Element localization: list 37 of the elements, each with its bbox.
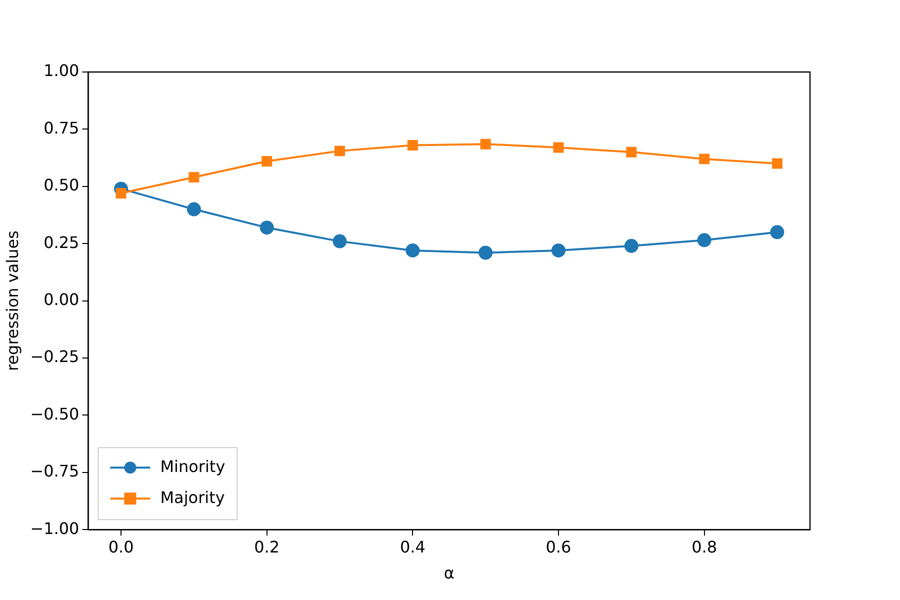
legend-label: Majority [160, 488, 225, 507]
y-tick-label: −0.50 [30, 404, 80, 424]
y-tick-label: −0.25 [30, 347, 80, 366]
y-tick-label: 0.25 [44, 232, 80, 252]
point [624, 238, 638, 253]
y-tick-label: 0.75 [44, 118, 80, 138]
y-tick-label: 0.00 [44, 290, 80, 309]
point [480, 138, 491, 150]
point [407, 140, 418, 150]
point [406, 243, 420, 258]
point [332, 234, 347, 248]
point [770, 225, 784, 240]
x-tick-label: 0.8 [692, 537, 718, 556]
point [553, 142, 564, 153]
point [772, 158, 782, 169]
x-tick-label: 0.0 [108, 537, 134, 556]
point [626, 146, 637, 158]
point [697, 233, 712, 248]
x-axis-title: α [444, 564, 454, 583]
point [188, 172, 200, 182]
legend-label: Minority [160, 456, 226, 476]
point [699, 154, 710, 164]
y-tick-label: −1.00 [30, 518, 80, 538]
x-tick-label: 0.4 [400, 537, 426, 556]
x-tick-label: 0.6 [546, 537, 572, 556]
point [551, 243, 566, 258]
point [116, 188, 126, 199]
x-tick-label: 0.2 [254, 537, 280, 556]
point [334, 146, 345, 156]
point [478, 246, 493, 260]
point [260, 220, 274, 235]
y-tick-label: 1.00 [44, 61, 80, 80]
y-tick-label: 0.50 [44, 176, 80, 195]
y-axis-title: regression values [2, 230, 22, 372]
point [186, 202, 201, 216]
y-tick-label: −0.75 [30, 462, 80, 481]
point [262, 156, 272, 166]
